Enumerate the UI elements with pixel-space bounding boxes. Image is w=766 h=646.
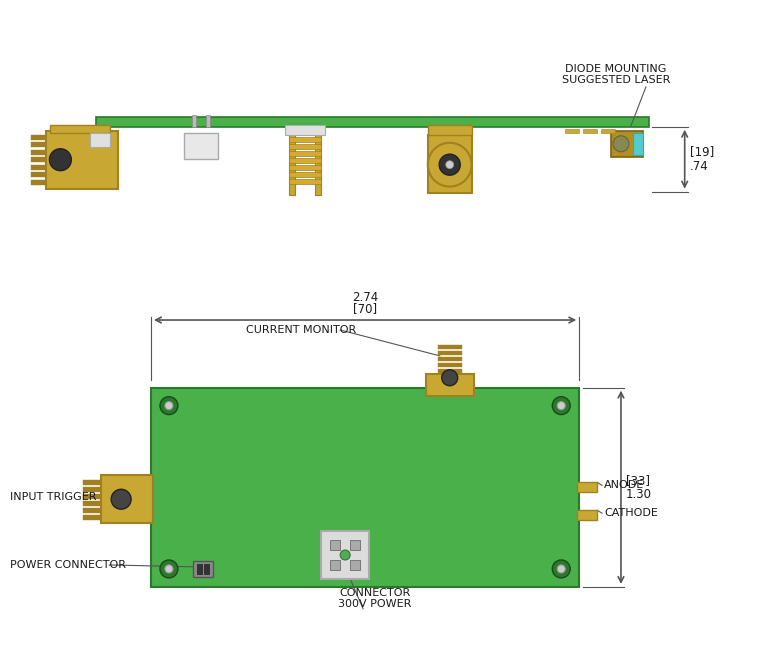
Bar [290,179,321,183]
Circle shape [446,161,453,169]
Circle shape [160,560,178,578]
Bar [83,487,101,492]
Text: INPUT TRIGGER: INPUT TRIGGER [10,492,96,502]
Bar [51,125,110,133]
Text: CONNECTOR: CONNECTOR [339,588,411,598]
Bar [31,172,47,177]
Text: DIODE MOUNTING: DIODE MOUNTING [565,64,666,74]
Bar [565,129,579,133]
Bar [316,127,321,194]
Bar [31,142,47,147]
Bar [151,388,579,587]
Bar [83,481,101,485]
Text: 300V POWER: 300V POWER [339,599,411,609]
Circle shape [613,136,629,152]
Bar [437,357,462,361]
Bar [290,127,296,194]
Bar [290,137,321,141]
Bar [184,133,218,159]
Bar [206,115,210,127]
Bar [437,363,462,367]
Bar [437,351,462,355]
Bar [577,510,597,520]
Bar [83,508,101,513]
Bar [427,135,472,193]
Text: .74: .74 [689,160,709,172]
Bar [350,540,360,550]
Circle shape [442,370,457,386]
Bar [31,150,47,155]
Text: SUGGESTED LASER: SUGGESTED LASER [561,75,670,85]
Text: CURRENT MONITOR: CURRENT MONITOR [246,325,356,335]
Circle shape [50,149,71,171]
Text: [19]: [19] [689,145,714,158]
Bar [47,131,118,189]
Bar [83,515,101,520]
Bar [290,151,321,156]
Circle shape [439,154,460,175]
Bar [601,129,615,133]
Bar [290,144,321,149]
Circle shape [427,143,472,187]
Bar [90,133,110,147]
Bar [633,133,643,155]
Text: ANODE: ANODE [604,480,644,490]
Bar [330,560,340,570]
Text: 2.74: 2.74 [352,291,378,304]
Bar [193,561,213,577]
Circle shape [160,397,178,415]
Bar [577,483,597,492]
Bar [330,540,340,550]
Bar [31,180,47,185]
Circle shape [557,402,565,410]
Circle shape [111,489,131,509]
Bar [192,115,196,127]
Bar [83,494,101,499]
Circle shape [165,402,173,410]
Circle shape [165,565,173,573]
Text: 1.30: 1.30 [626,488,652,501]
Text: [70]: [70] [353,302,377,315]
Bar [204,564,209,574]
Bar [321,531,369,579]
Circle shape [340,550,350,560]
Text: POWER CONNECTOR: POWER CONNECTOR [10,560,126,570]
Bar [286,125,326,135]
Text: CATHODE: CATHODE [604,508,658,518]
Bar [583,129,597,133]
Bar [426,374,473,396]
Circle shape [557,565,565,573]
Bar [290,165,321,170]
Text: [33]: [33] [626,474,650,487]
Circle shape [552,397,570,415]
Bar [427,125,472,135]
Bar [197,564,201,574]
Bar [350,560,360,570]
Bar [101,475,153,523]
Bar [290,158,321,163]
Bar [290,172,321,176]
Bar [97,117,649,127]
Bar [611,131,643,157]
Bar [31,157,47,162]
Bar [31,135,47,140]
Circle shape [552,560,570,578]
Bar [31,165,47,170]
Bar [83,501,101,506]
Bar [437,345,462,349]
Bar [437,369,462,373]
